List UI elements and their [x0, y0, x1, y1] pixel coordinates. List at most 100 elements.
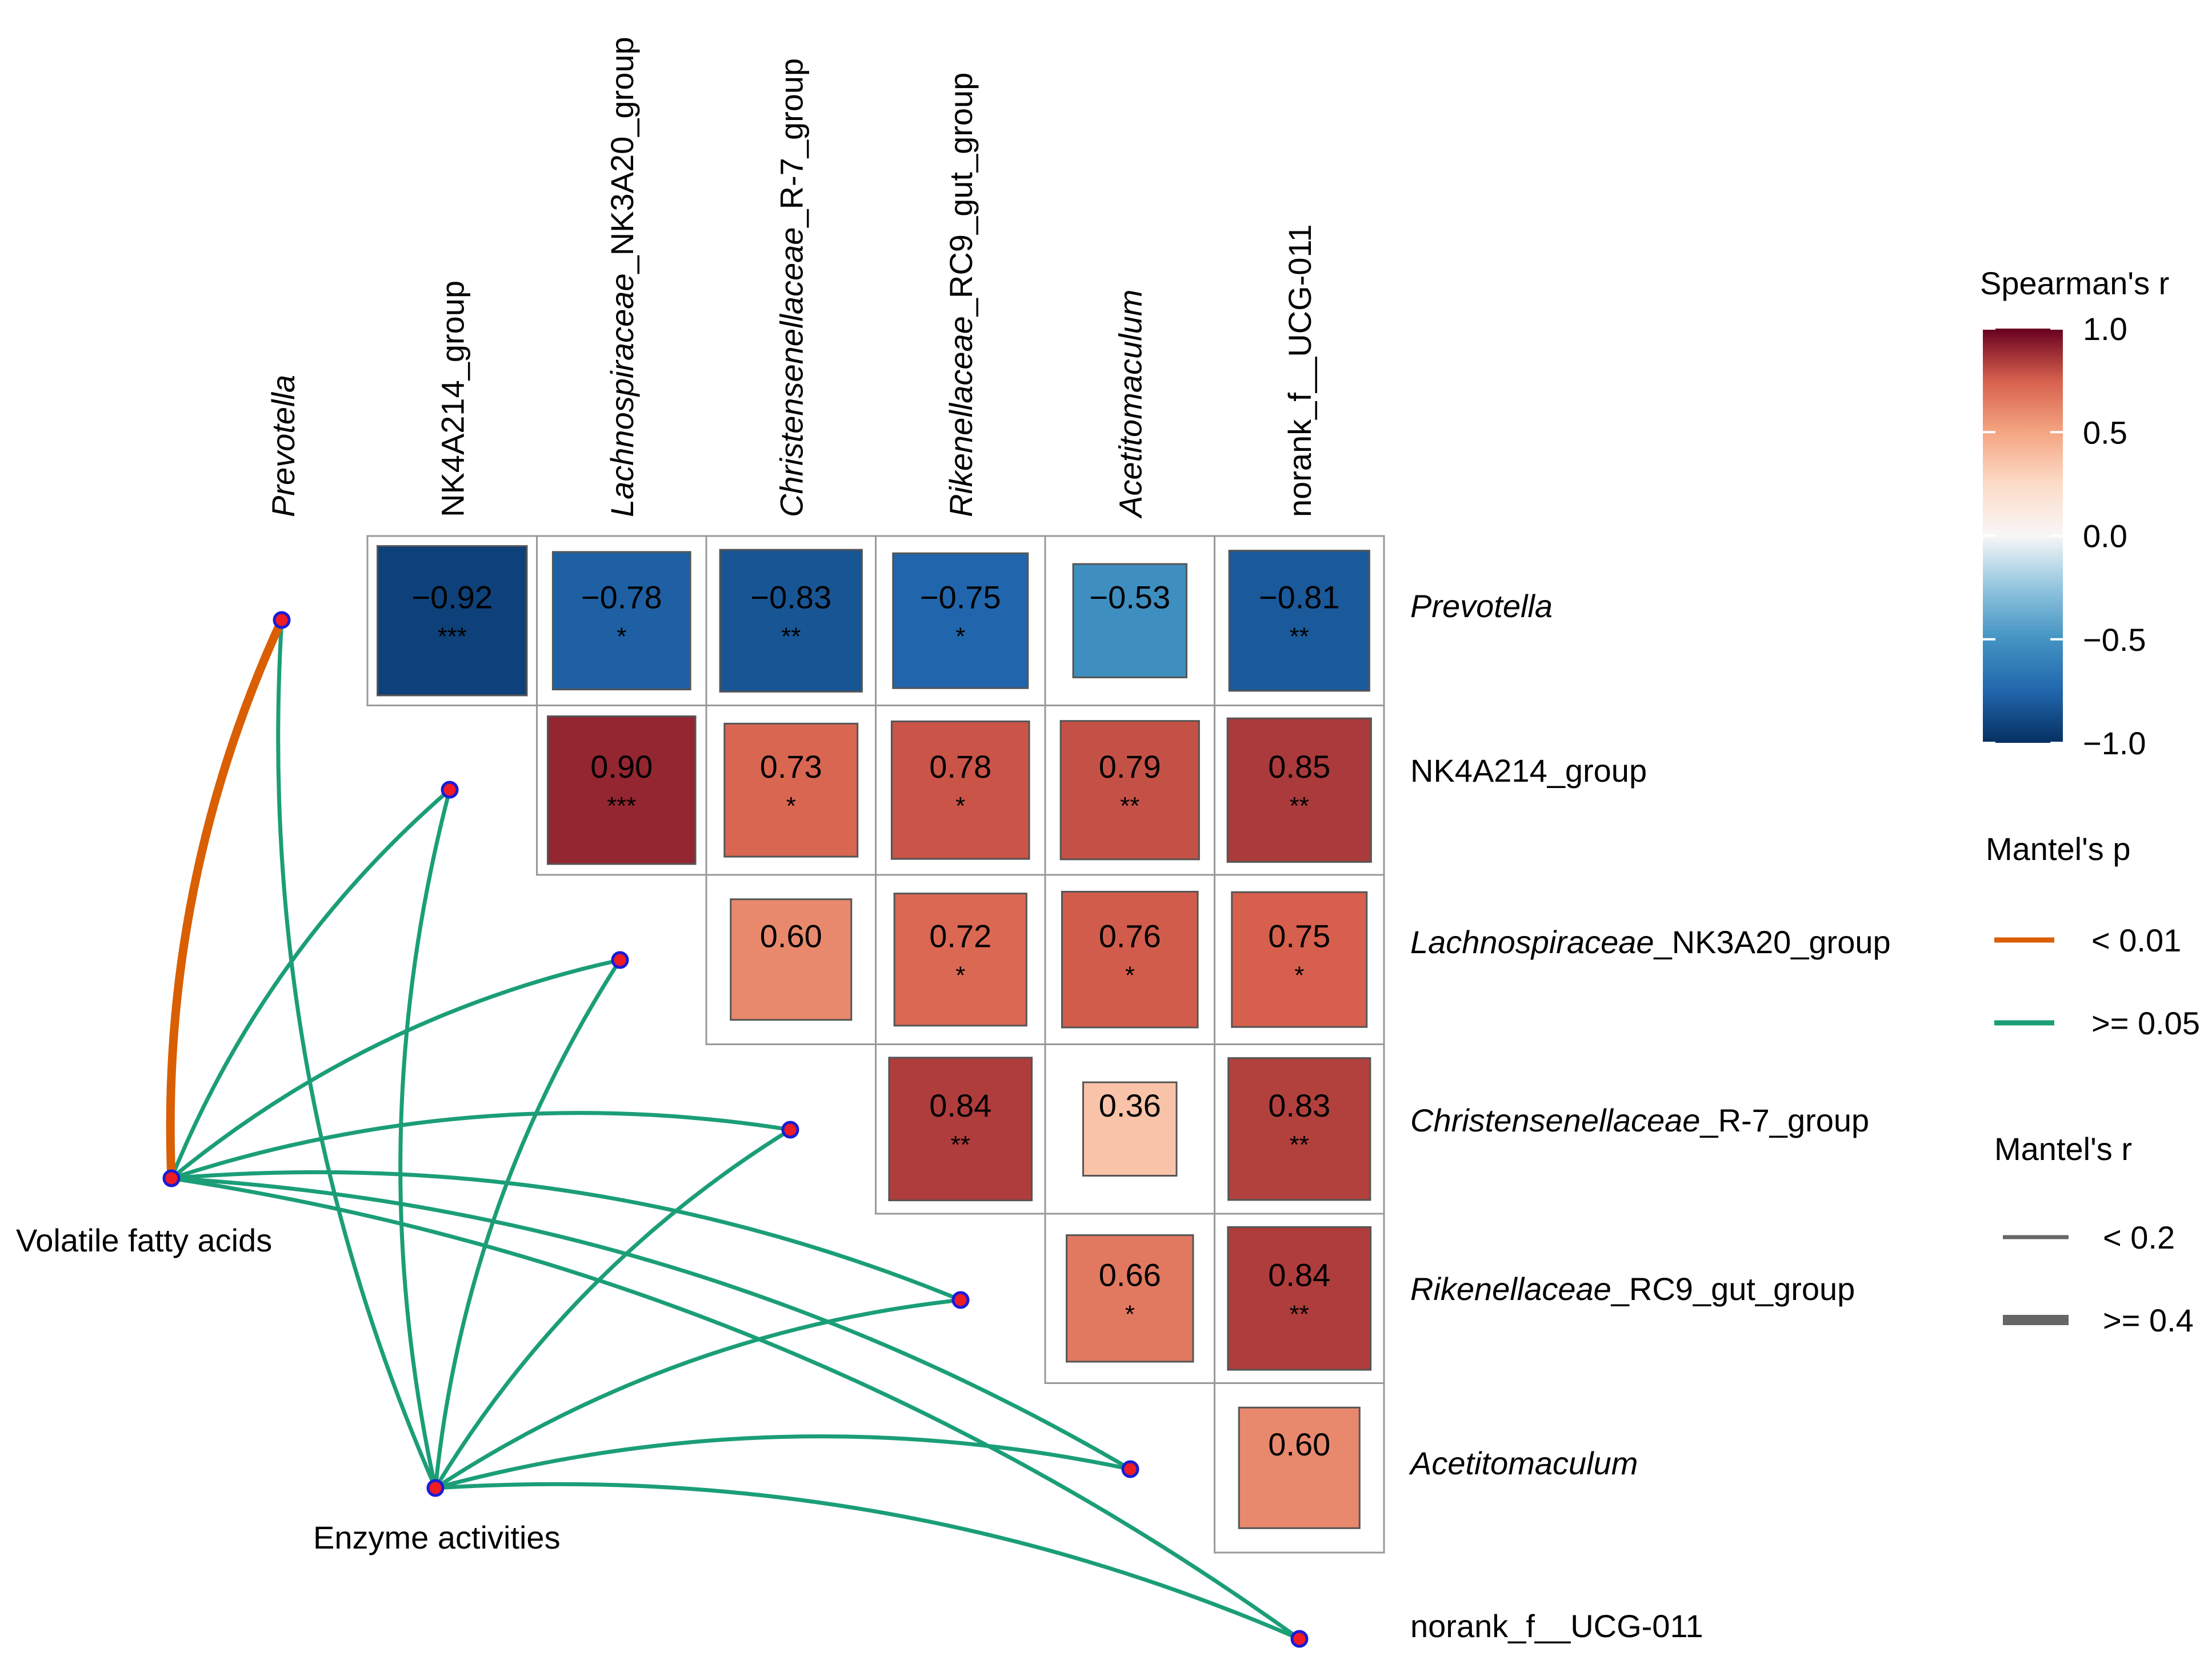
mantel-r-label-1: >= 0.4 [2103, 1302, 2194, 1338]
mantel-link [433, 1482, 1302, 1641]
taxon-label-italic: Acetitomaculum [1112, 290, 1148, 519]
column-label: Rikenellaceae_RC9_gut_group [943, 73, 979, 517]
mantel-link [169, 1176, 1133, 1471]
env-labels: Volatile fatty acids Enzyme activities [16, 1222, 561, 1555]
mantel-link [276, 618, 438, 1490]
taxon-label-italic: Lachnospiraceae [1410, 924, 1654, 960]
taxon-label-italic: Christensenellaceae [773, 227, 809, 517]
heatmap-cell [1228, 550, 1370, 692]
mantel-link [433, 958, 622, 1490]
heatmap-cell [1227, 1226, 1372, 1371]
column-label: Prevotella [265, 375, 301, 517]
mantel-link [169, 1176, 1302, 1641]
column-label: NK4A214_group [434, 281, 470, 517]
heatmap-cell [1061, 890, 1199, 1029]
column-label: Christensenellaceae_R-7_group [773, 58, 809, 517]
taxon-node [951, 1291, 970, 1309]
cell-significance: ** [1290, 792, 1309, 820]
heatmap-cell [1072, 563, 1187, 678]
heatmap-cell [1227, 1057, 1371, 1201]
heatmap-cell [1066, 1234, 1194, 1363]
heatmap-cell [723, 722, 859, 858]
heatmap-cell [551, 551, 691, 691]
cell-value-label: −0.83 [750, 579, 831, 615]
cell-value-label: −0.78 [581, 579, 662, 615]
column-label: Lachnospiraceae_NK3A20_group [604, 37, 640, 517]
cell-significance: * [955, 622, 965, 650]
row-label: Christensenellaceae_R-7_group [1410, 1102, 1869, 1138]
heatmap-cell [1059, 720, 1200, 861]
heatmap-cell [888, 1057, 1033, 1202]
row-labels: Prevotella NK4A214_group Lachnospiraceae_N… [1409, 588, 1891, 1644]
mantel-link [166, 615, 286, 1183]
taxon-label-part: norank_f__UCG-011 [1410, 1608, 1703, 1644]
cell-value-label: 0.76 [1099, 918, 1161, 954]
color-bar-tick-label: −1.0 [2083, 725, 2146, 761]
cell-value-label: 0.83 [1268, 1087, 1330, 1123]
color-bar-tick-label: −0.5 [2083, 622, 2146, 658]
cell-significance: ** [1290, 622, 1309, 650]
cell-value-label: 0.75 [1268, 918, 1330, 954]
cell-significance: *** [607, 792, 636, 820]
taxon-label-part: _NK3A20_group [604, 37, 640, 274]
mantel-p-legend: Mantel's p < 0.01 >= 0.05 [1986, 831, 2200, 1041]
cell-significance: ** [1120, 792, 1139, 820]
cell-value-label: 0.72 [929, 918, 991, 954]
heatmap-cell [892, 552, 1029, 689]
heatmap-cell [719, 549, 863, 693]
cell-value-label: 0.66 [1099, 1257, 1161, 1293]
cell-value-label: 0.78 [929, 749, 991, 785]
grid-cell [1214, 1382, 1385, 1554]
color-bar-ticks: 1.0 0.5 0.0 −0.5 −1.0 [1983, 311, 2146, 761]
color-legend-title: Spearman's r [1980, 265, 2169, 301]
taxon-label-italic: Rikenellaceae [1410, 1271, 1611, 1307]
taxon-label-italic: Acetitomaculum [1409, 1445, 1638, 1481]
mantel-p-label-0: < 0.01 [2091, 922, 2181, 958]
cell-value-label: −0.81 [1259, 579, 1340, 615]
cell-value-label: −0.53 [1089, 579, 1170, 615]
column-labels: Prevotella NK4A214_group Lachnospiraceae_N… [265, 37, 1318, 519]
color-bar [1983, 329, 2063, 743]
cell-significance: ** [951, 1131, 970, 1159]
heatmap-cell [546, 715, 697, 865]
taxon-label-italic: Lachnospiraceae [604, 273, 640, 517]
cell-significance: ** [1290, 1131, 1309, 1159]
cell-significance: * [1125, 961, 1135, 989]
env-label: Enzyme activities [313, 1519, 561, 1555]
row-label: Prevotella [1410, 588, 1553, 624]
heatmap-grid [366, 535, 1385, 1554]
taxon-node [441, 781, 459, 799]
mantel-link [398, 787, 452, 1490]
color-bar-tick-label: 0.0 [2083, 518, 2127, 554]
mantel-p-title: Mantel's p [1986, 831, 2130, 867]
cell-significance: * [955, 961, 965, 989]
cell-value-label: 0.84 [929, 1087, 991, 1123]
taxon-node [781, 1121, 799, 1139]
cell-value-label: 0.85 [1268, 749, 1330, 785]
color-bar-tick-label: 0.5 [2083, 414, 2127, 450]
taxon-label-part: _R-7_group [773, 58, 809, 228]
taxon-node [1290, 1630, 1309, 1648]
heatmap-cell [1231, 891, 1368, 1028]
cell-value-label: 0.60 [1268, 1426, 1330, 1462]
mantel-r-legend: Mantel's r < 0.2 >= 0.4 [1994, 1131, 2194, 1338]
heatmap-cell [1238, 1406, 1361, 1529]
column-label: Acetitomaculum [1112, 290, 1148, 519]
cell-significance: * [955, 792, 965, 820]
mantel-r-label-0: < 0.2 [2103, 1219, 2175, 1255]
env-node [162, 1169, 181, 1187]
mantel-link [433, 1434, 1133, 1490]
cell-value-label: −0.75 [920, 579, 1001, 615]
cell-significance: *** [438, 622, 467, 650]
column-label: norank_f__UCG-011 [1282, 224, 1318, 517]
row-label: norank_f__UCG-011 [1410, 1608, 1703, 1644]
cell-value-label: 0.36 [1099, 1087, 1161, 1123]
color-legend: Spearman's r 1.0 0.5 0.0 −0.5 −1.0 [1980, 265, 2169, 761]
mantel-r-title: Mantel's r [1994, 1131, 2132, 1167]
heatmap-cell [893, 893, 1027, 1027]
mantel-link [433, 1127, 793, 1490]
taxon-node [273, 611, 291, 629]
cell-value-label: 0.90 [590, 749, 653, 785]
taxon-label-part: _NK3A20_group [1654, 924, 1891, 960]
taxon-label-italic: Prevotella [1410, 588, 1553, 624]
